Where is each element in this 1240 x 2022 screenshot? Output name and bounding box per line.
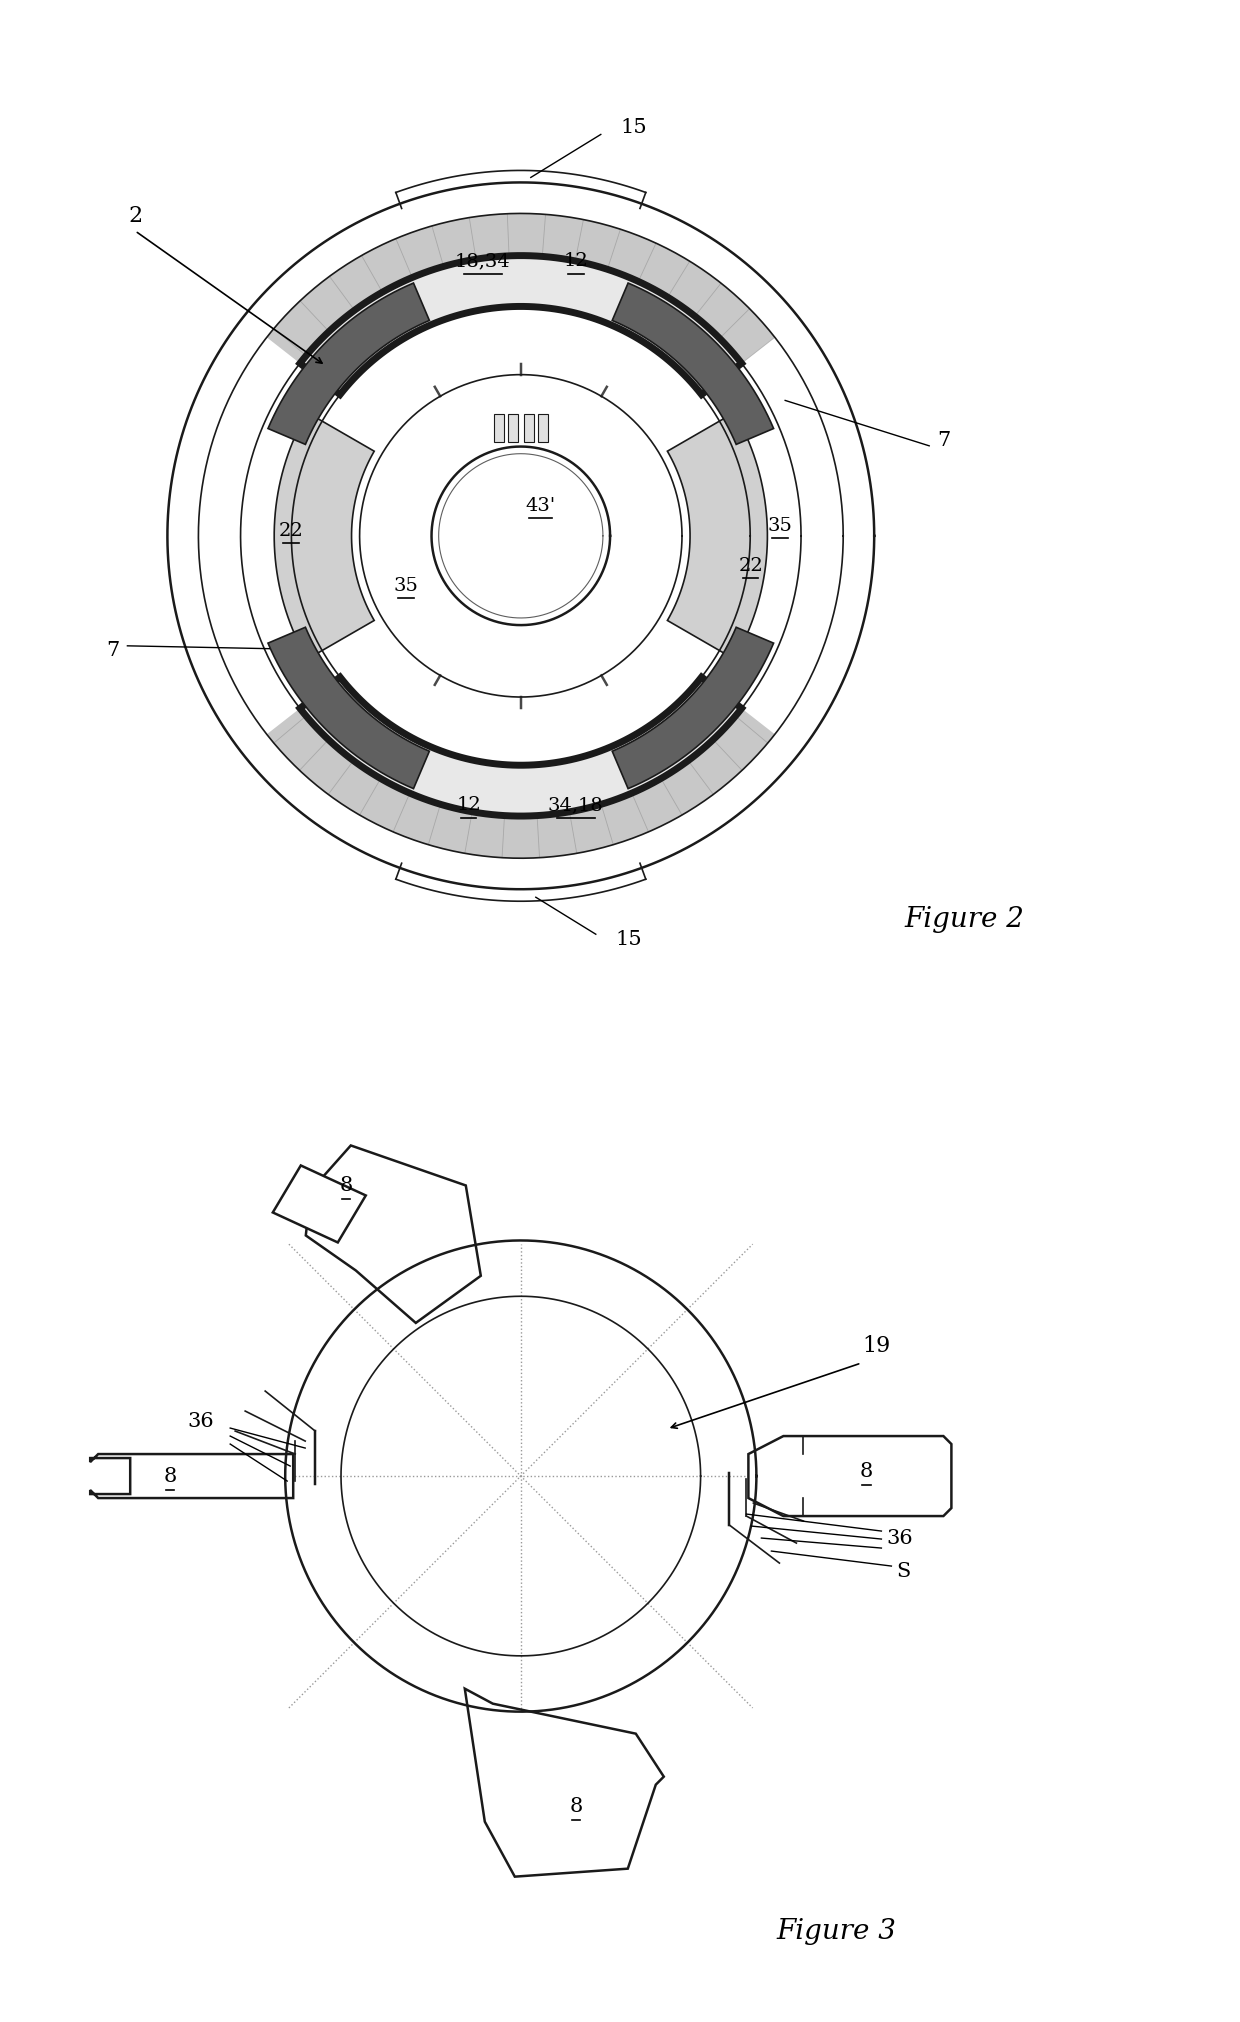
Polygon shape: [667, 412, 768, 659]
Polygon shape: [465, 1688, 663, 1876]
Text: 15: 15: [621, 117, 647, 137]
Polygon shape: [91, 1454, 293, 1498]
Text: Figure 2: Figure 2: [904, 906, 1024, 932]
Polygon shape: [274, 412, 374, 659]
Text: 35: 35: [393, 576, 419, 594]
Polygon shape: [268, 627, 429, 789]
Text: 34,18: 34,18: [548, 797, 604, 815]
Text: 22: 22: [738, 556, 763, 574]
Polygon shape: [273, 1165, 366, 1242]
Text: 36: 36: [887, 1529, 913, 1547]
Text: S: S: [897, 1561, 910, 1581]
Bar: [494, 415, 503, 441]
Polygon shape: [613, 283, 774, 445]
Polygon shape: [267, 708, 775, 857]
Polygon shape: [300, 677, 742, 817]
Text: 18,34: 18,34: [455, 253, 511, 271]
Polygon shape: [268, 283, 429, 445]
Polygon shape: [300, 255, 742, 394]
Bar: [508, 415, 518, 441]
Text: 8: 8: [859, 1462, 873, 1480]
Polygon shape: [306, 1144, 481, 1322]
Text: 43': 43': [526, 497, 556, 516]
Bar: [523, 415, 533, 441]
Text: 15: 15: [616, 930, 642, 948]
Text: 35: 35: [768, 518, 792, 536]
Text: 7: 7: [937, 431, 951, 451]
Text: Figure 3: Figure 3: [776, 1919, 897, 1945]
Text: 7: 7: [105, 641, 119, 661]
Text: 19: 19: [862, 1335, 890, 1357]
Text: 8: 8: [569, 1798, 583, 1816]
Text: 12: 12: [563, 253, 588, 271]
Bar: [538, 415, 548, 441]
Text: 8: 8: [164, 1466, 177, 1486]
Text: 12: 12: [456, 797, 481, 815]
Text: 8: 8: [340, 1177, 352, 1195]
Text: 22: 22: [279, 522, 304, 540]
Polygon shape: [749, 1436, 951, 1516]
Polygon shape: [613, 627, 774, 789]
Text: 2: 2: [128, 204, 143, 226]
Text: 36: 36: [187, 1411, 213, 1430]
Polygon shape: [267, 214, 775, 364]
